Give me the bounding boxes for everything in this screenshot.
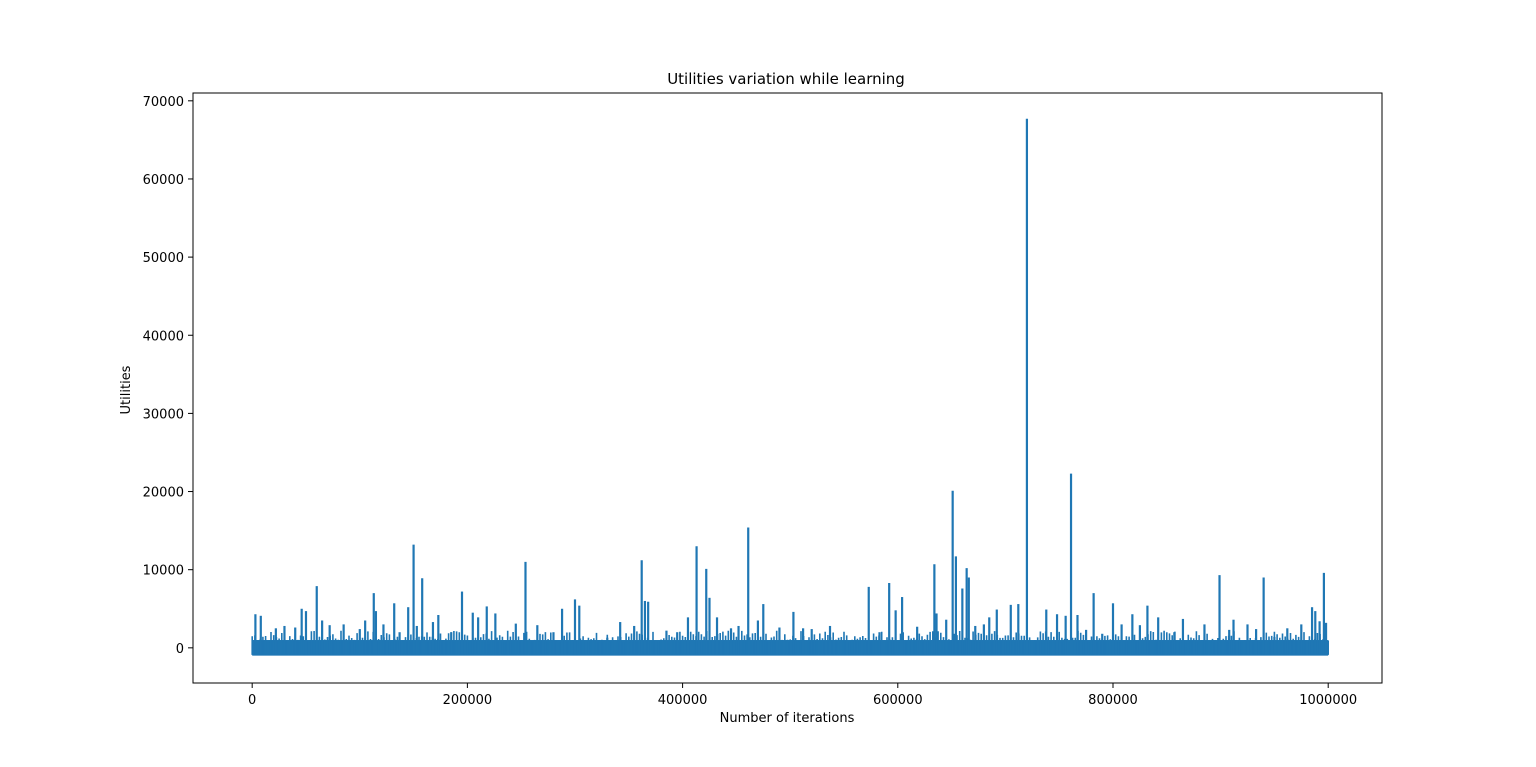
y-tick-label: 60000 bbox=[143, 173, 184, 188]
utilities-series bbox=[251, 118, 1329, 656]
y-tick-label: 50000 bbox=[143, 251, 184, 266]
plot-frame bbox=[192, 92, 1383, 684]
y-tick-label: 70000 bbox=[143, 95, 184, 110]
x-tick-label: 200000 bbox=[443, 693, 493, 708]
x-tick-label: 400000 bbox=[658, 693, 708, 708]
x-tick-label: 600000 bbox=[873, 693, 923, 708]
x-axis: 0 200000 400000 600000 800000 1000000 bbox=[248, 683, 1357, 708]
x-axis-label: Number of iterations bbox=[720, 711, 855, 726]
x-tick-label: 0 bbox=[248, 693, 256, 708]
y-tick-label: 20000 bbox=[143, 486, 184, 501]
y-tick-label: 40000 bbox=[143, 329, 184, 344]
y-tick-label: 30000 bbox=[143, 407, 184, 422]
chart-title: Utilities variation while learning bbox=[667, 70, 905, 88]
x-tick-label: 1000000 bbox=[1299, 693, 1357, 708]
y-axis-label: Utilities bbox=[119, 365, 134, 414]
y-tick-label: 0 bbox=[176, 642, 184, 657]
y-axis: 0 10000 20000 30000 40000 50000 60000 70000 bbox=[143, 95, 193, 657]
y-tick-label: 10000 bbox=[143, 564, 184, 579]
x-tick-label: 800000 bbox=[1088, 693, 1138, 708]
